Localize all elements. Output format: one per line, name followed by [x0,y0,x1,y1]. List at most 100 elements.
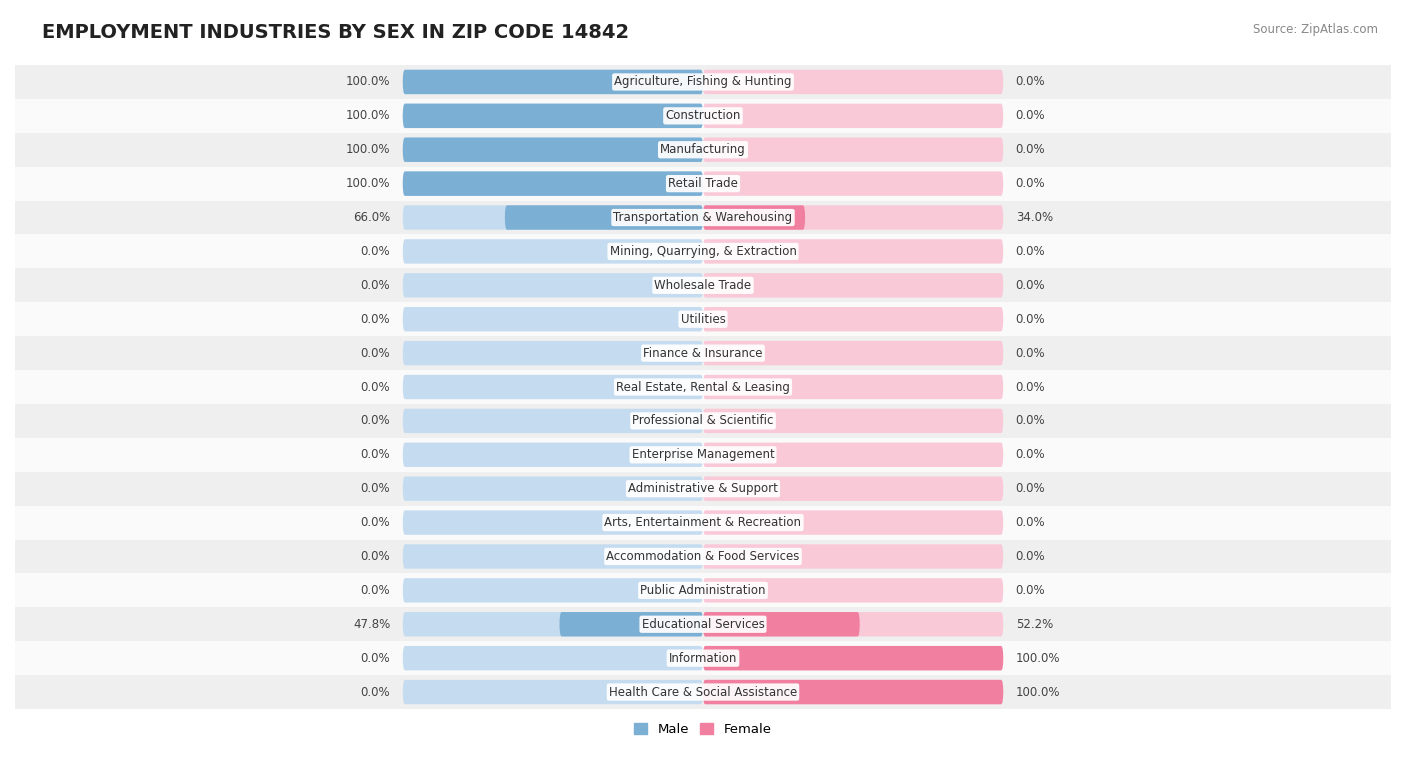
Text: 0.0%: 0.0% [361,652,391,664]
FancyBboxPatch shape [703,205,1004,230]
FancyBboxPatch shape [402,172,703,196]
FancyBboxPatch shape [402,138,703,162]
Text: 0.0%: 0.0% [361,685,391,699]
Text: 0.0%: 0.0% [361,516,391,529]
Text: Arts, Entertainment & Recreation: Arts, Entertainment & Recreation [605,516,801,529]
FancyBboxPatch shape [402,103,703,128]
Text: 0.0%: 0.0% [1015,550,1045,563]
FancyBboxPatch shape [402,239,703,263]
FancyBboxPatch shape [402,544,703,569]
FancyBboxPatch shape [703,612,859,636]
FancyBboxPatch shape [703,138,1004,162]
FancyBboxPatch shape [15,370,1391,404]
Text: 52.2%: 52.2% [1015,618,1053,631]
FancyBboxPatch shape [402,138,703,162]
Text: Agriculture, Fishing & Hunting: Agriculture, Fishing & Hunting [614,75,792,89]
Text: 0.0%: 0.0% [361,312,391,326]
FancyBboxPatch shape [15,268,1391,302]
FancyBboxPatch shape [703,544,1004,569]
FancyBboxPatch shape [15,99,1391,133]
Text: Professional & Scientific: Professional & Scientific [633,414,773,427]
FancyBboxPatch shape [703,680,1004,704]
Text: 0.0%: 0.0% [1015,177,1045,190]
FancyBboxPatch shape [703,646,1004,671]
FancyBboxPatch shape [402,70,703,94]
Text: 0.0%: 0.0% [1015,143,1045,156]
FancyBboxPatch shape [703,307,1004,332]
Text: 0.0%: 0.0% [1015,245,1045,258]
FancyBboxPatch shape [703,70,1004,94]
FancyBboxPatch shape [15,167,1391,200]
FancyBboxPatch shape [402,274,703,298]
Text: 100.0%: 100.0% [1015,652,1060,664]
FancyBboxPatch shape [703,375,1004,399]
FancyBboxPatch shape [15,506,1391,539]
FancyBboxPatch shape [703,409,1004,433]
FancyBboxPatch shape [15,539,1391,573]
FancyBboxPatch shape [560,612,703,636]
FancyBboxPatch shape [15,235,1391,268]
Text: 0.0%: 0.0% [1015,381,1045,393]
Text: 0.0%: 0.0% [1015,516,1045,529]
FancyBboxPatch shape [15,302,1391,336]
Text: 66.0%: 66.0% [353,211,391,224]
Text: Retail Trade: Retail Trade [668,177,738,190]
Text: 100.0%: 100.0% [346,177,391,190]
Text: 34.0%: 34.0% [1015,211,1053,224]
FancyBboxPatch shape [402,443,703,467]
FancyBboxPatch shape [15,65,1391,99]
Text: Manufacturing: Manufacturing [661,143,745,156]
Text: 0.0%: 0.0% [1015,483,1045,495]
FancyBboxPatch shape [402,409,703,433]
FancyBboxPatch shape [703,341,1004,365]
FancyBboxPatch shape [703,443,1004,467]
Text: 100.0%: 100.0% [346,143,391,156]
Text: Information: Information [669,652,737,664]
FancyBboxPatch shape [402,646,703,671]
FancyBboxPatch shape [402,680,703,704]
Text: 0.0%: 0.0% [1015,584,1045,597]
FancyBboxPatch shape [703,103,1004,128]
Text: Mining, Quarrying, & Extraction: Mining, Quarrying, & Extraction [610,245,796,258]
FancyBboxPatch shape [15,573,1391,608]
FancyBboxPatch shape [402,205,703,230]
FancyBboxPatch shape [15,133,1391,167]
Text: 100.0%: 100.0% [346,110,391,122]
FancyBboxPatch shape [402,70,703,94]
Text: 100.0%: 100.0% [1015,685,1060,699]
FancyBboxPatch shape [703,172,1004,196]
Text: Utilities: Utilities [681,312,725,326]
Text: 47.8%: 47.8% [353,618,391,631]
Text: Wholesale Trade: Wholesale Trade [654,279,752,292]
Text: 0.0%: 0.0% [1015,279,1045,292]
Text: Administrative & Support: Administrative & Support [628,483,778,495]
Text: Public Administration: Public Administration [640,584,766,597]
Text: Real Estate, Rental & Leasing: Real Estate, Rental & Leasing [616,381,790,393]
Text: 0.0%: 0.0% [361,483,391,495]
Text: 0.0%: 0.0% [361,550,391,563]
FancyBboxPatch shape [703,476,1004,501]
Text: Health Care & Social Assistance: Health Care & Social Assistance [609,685,797,699]
Text: Transportation & Warehousing: Transportation & Warehousing [613,211,793,224]
FancyBboxPatch shape [402,578,703,603]
Text: EMPLOYMENT INDUSTRIES BY SEX IN ZIP CODE 14842: EMPLOYMENT INDUSTRIES BY SEX IN ZIP CODE… [42,23,630,42]
FancyBboxPatch shape [505,205,703,230]
FancyBboxPatch shape [703,578,1004,603]
Text: Enterprise Management: Enterprise Management [631,448,775,462]
FancyBboxPatch shape [703,510,1004,535]
Text: 100.0%: 100.0% [346,75,391,89]
Text: Source: ZipAtlas.com: Source: ZipAtlas.com [1253,23,1378,37]
FancyBboxPatch shape [402,103,703,128]
Text: 0.0%: 0.0% [1015,448,1045,462]
FancyBboxPatch shape [402,307,703,332]
Text: 0.0%: 0.0% [361,347,391,360]
Text: 0.0%: 0.0% [361,414,391,427]
FancyBboxPatch shape [402,510,703,535]
FancyBboxPatch shape [703,646,1004,671]
FancyBboxPatch shape [15,675,1391,709]
FancyBboxPatch shape [703,239,1004,263]
FancyBboxPatch shape [402,612,703,636]
Text: Construction: Construction [665,110,741,122]
Text: Finance & Insurance: Finance & Insurance [644,347,762,360]
FancyBboxPatch shape [15,336,1391,370]
